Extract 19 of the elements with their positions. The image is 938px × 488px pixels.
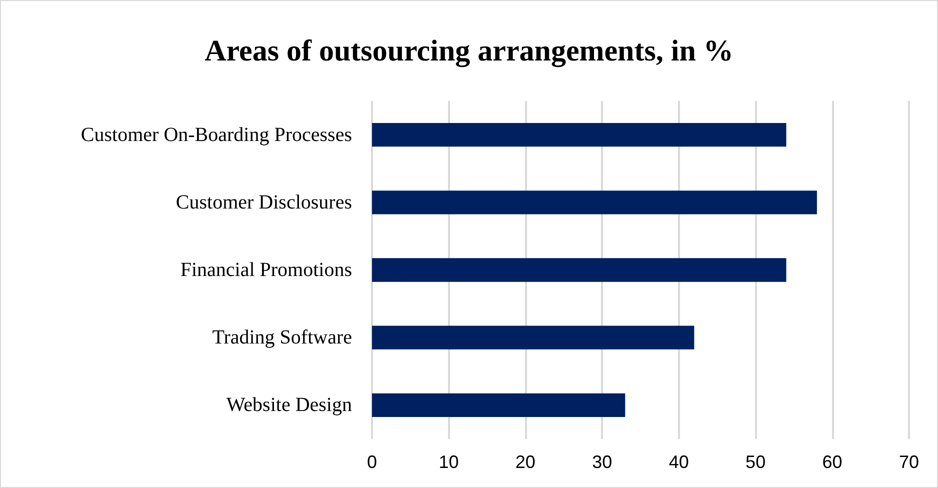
y-tick-label: Trading Software	[212, 326, 352, 349]
bar	[372, 258, 786, 282]
x-tick-label: 20	[515, 452, 536, 472]
x-tick-label: 60	[822, 452, 842, 472]
y-tick-label: Customer Disclosures	[176, 191, 352, 214]
bar	[372, 122, 786, 147]
y-tick-label: Customer On-Boarding Processes	[80, 124, 352, 146]
chart-title: Areas of outsourcing arrangements, in %	[204, 34, 734, 68]
x-tick-label: 10	[438, 452, 459, 472]
bar	[372, 326, 694, 350]
x-tick-label: 0	[366, 452, 378, 472]
x-tick-label: 70	[898, 452, 920, 472]
x-tick-label: 30	[592, 452, 612, 472]
x-tick-label: 50	[746, 452, 766, 472]
y-tick-label: Financial Promotions	[180, 259, 352, 281]
y-tick-label: Website Design	[226, 394, 352, 416]
bar	[372, 190, 817, 214]
x-tick-label: 40	[668, 452, 689, 472]
bar	[372, 393, 626, 418]
